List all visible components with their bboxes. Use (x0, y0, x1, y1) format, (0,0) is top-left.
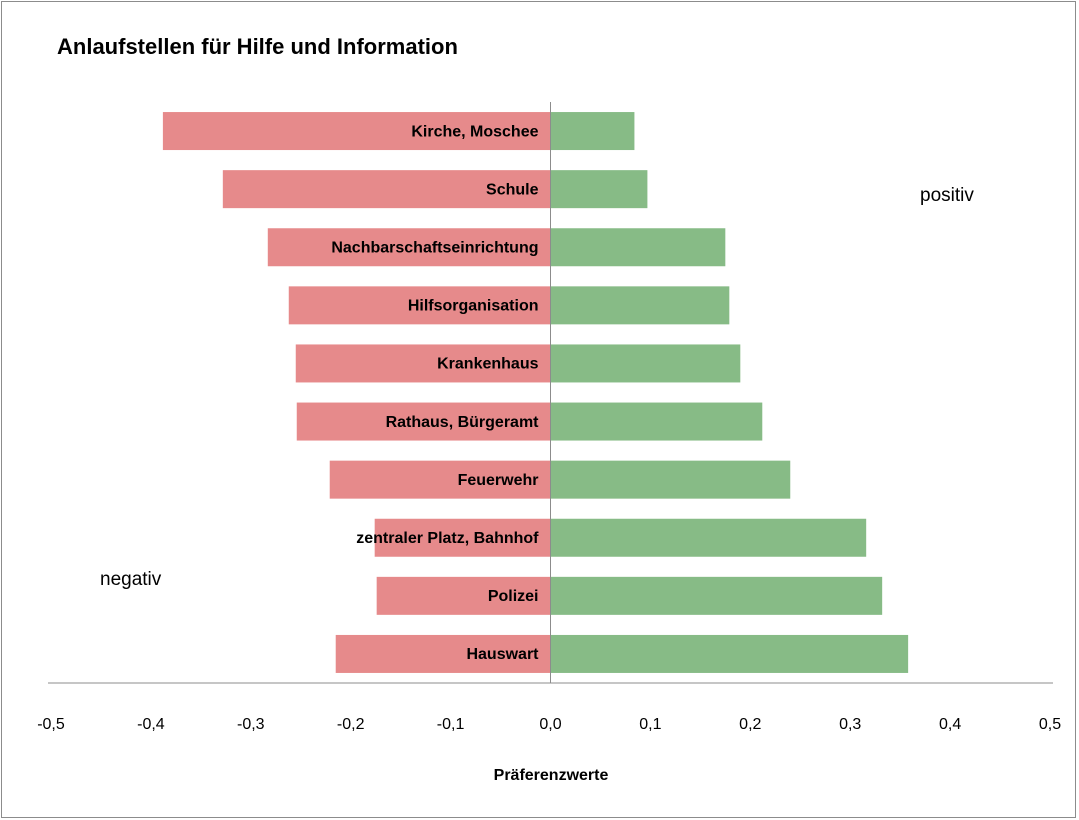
x-tick-label: 0,2 (739, 716, 761, 733)
bar (222, 170, 551, 209)
bar (550, 460, 791, 499)
annotation: negativ (100, 569, 162, 590)
category-label: Hauswart (466, 646, 539, 663)
bar (550, 344, 741, 383)
x-tick-label: 0,1 (639, 716, 661, 733)
bar (550, 576, 883, 615)
bar (329, 460, 551, 499)
bar (550, 286, 730, 325)
x-tick-label: 0,3 (839, 716, 861, 733)
chart-title: Anlaufstellen für Hilfe und Information (57, 34, 458, 59)
x-tick-label: 0,5 (1039, 716, 1061, 733)
bar (550, 170, 648, 209)
category-label: Hilfsorganisation (408, 298, 539, 315)
bar (374, 518, 551, 557)
bar (267, 228, 551, 267)
bar (296, 402, 551, 441)
bar (376, 576, 551, 615)
x-tick-label: -0,3 (237, 716, 265, 733)
bar (162, 112, 551, 151)
category-label: Polizei (488, 588, 539, 605)
bar (550, 402, 763, 441)
category-label: Rathaus, Bürgeramt (386, 414, 540, 431)
x-tick-label: -0,1 (437, 716, 465, 733)
category-label: zentraler Platz, Bahnhof (356, 530, 539, 547)
bar (288, 286, 551, 325)
bar (335, 634, 551, 673)
category-label: Kirche, Moschee (411, 123, 538, 140)
bar (550, 112, 635, 151)
category-label: Nachbarschaftseinrichtung (331, 239, 538, 256)
x-axis-title: Präferenzwerte (494, 767, 609, 784)
x-tick-label: -0,4 (137, 716, 165, 733)
bar (550, 518, 867, 557)
bar (550, 228, 726, 267)
category-label: Schule (486, 181, 539, 198)
x-tick-label: -0,5 (37, 716, 65, 733)
bar (295, 344, 551, 383)
annotation: positiv (920, 185, 974, 206)
x-tick-label: 0,0 (539, 716, 561, 733)
category-label: Krankenhaus (437, 356, 538, 373)
category-label: Feuerwehr (458, 472, 539, 489)
x-tick-label: 0,4 (939, 716, 961, 733)
bar (550, 634, 909, 673)
x-tick-label: -0,2 (337, 716, 365, 733)
